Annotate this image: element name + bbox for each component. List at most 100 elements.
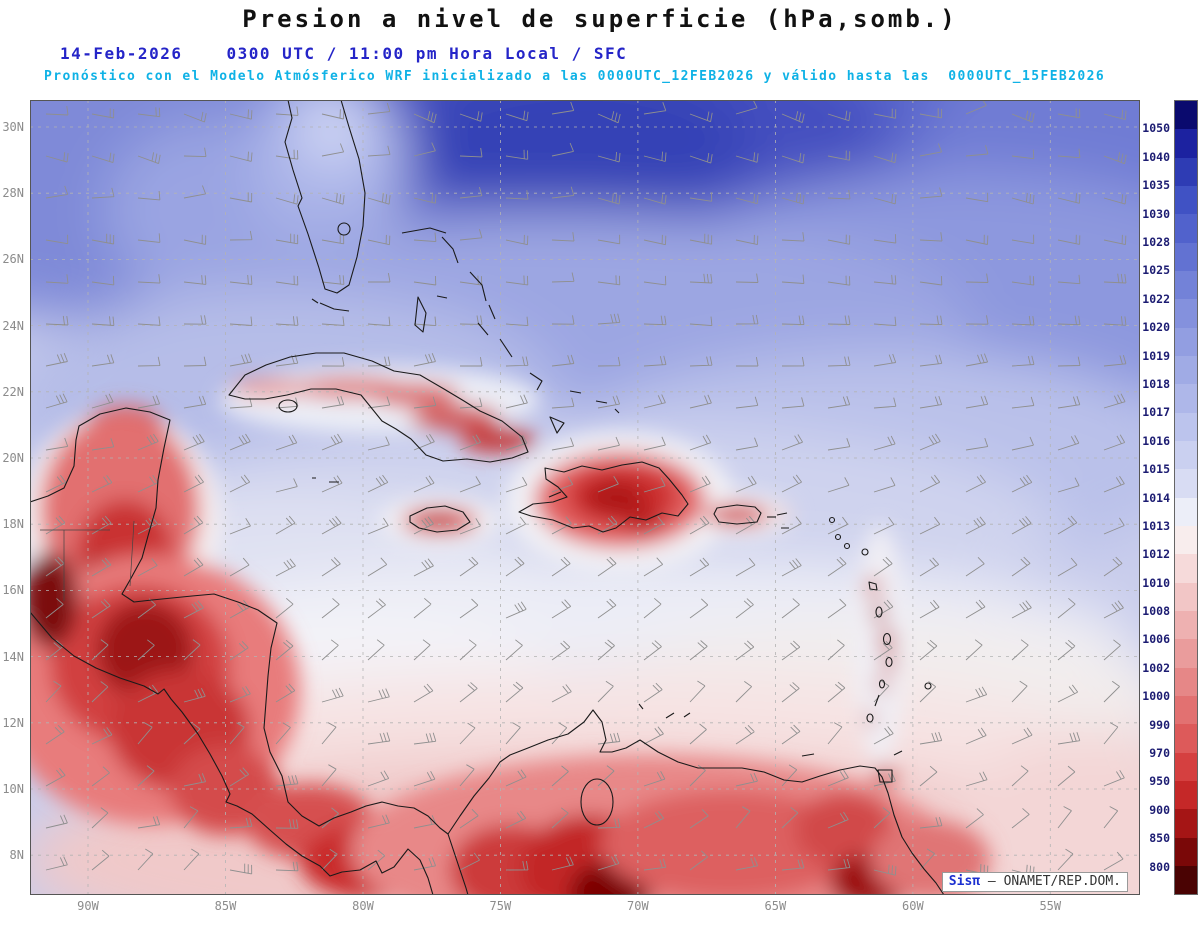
- colorbar-segment: [1175, 752, 1197, 781]
- colorbar-segment: [1175, 639, 1197, 668]
- wind-barb-field: [45, 100, 1127, 877]
- colorbar-segment: [1175, 497, 1197, 526]
- colorbar-tick-label: 900: [1149, 802, 1170, 817]
- colorbar-tick-label: 1040: [1142, 149, 1170, 164]
- barbuda: [834, 533, 842, 541]
- valid-time-line: 14-Feb-2026 0300 UTC / 11:00 pm Hora Loc…: [60, 44, 627, 63]
- valid-time: 0300 UTC / 11:00 pm Hora Local / SFC: [226, 44, 628, 63]
- map-svg: [30, 100, 1140, 895]
- florida-keys: [311, 298, 350, 312]
- lon-tick-label: 90W: [77, 899, 99, 913]
- lat-tick-label: 20N: [2, 451, 24, 465]
- colorbar-tick-label: 850: [1149, 831, 1170, 846]
- watermark-brand: Sisπ: [948, 874, 981, 889]
- grid-lines: [30, 100, 1140, 895]
- colorbar-segment: [1175, 667, 1197, 696]
- colorbar-segment: [1175, 412, 1197, 441]
- colorbar-tick-label: 1014: [1142, 490, 1170, 505]
- lat-tick-label: 8N: [9, 848, 24, 863]
- isla-juventud: [278, 399, 298, 413]
- colorbar-segment: [1175, 157, 1197, 186]
- lat-tick-label: 12N: [2, 715, 24, 730]
- grenada: [866, 713, 874, 723]
- lat-tick-label: 26N: [2, 252, 24, 267]
- dominica: [875, 606, 883, 618]
- coastlines: [30, 100, 945, 895]
- colorbar-tick-label: 1000: [1142, 689, 1170, 704]
- colorbar-segment: [1175, 355, 1197, 385]
- coastline-yucatan-central-america: [30, 407, 469, 895]
- colorbar-segment: [1175, 270, 1197, 300]
- colorbar-segment: [1175, 610, 1197, 640]
- colorbar-tick-label: 970: [1149, 746, 1170, 761]
- watermark: Sisπ – ONAMET/REP.DOM.: [941, 872, 1128, 892]
- colorbar-segment: [1175, 582, 1197, 611]
- pressure-shading: [30, 100, 1140, 895]
- coastline-pacific: [30, 611, 434, 895]
- colorbar-segment: [1175, 440, 1197, 470]
- st-martin: [828, 516, 836, 524]
- margarita: [801, 753, 815, 757]
- colorbar-tick-label: 990: [1149, 717, 1170, 732]
- colorbar-segment: [1175, 780, 1197, 810]
- lon-tick-label: 85W: [214, 899, 237, 913]
- colorbar-labels: 1050 1040 1035 1030 1028 1025 1022 1020 1019 1018…: [1134, 100, 1172, 895]
- watermark-credit: – ONAMET/REP.DOM.: [980, 874, 1121, 889]
- colorbar-segment: [1175, 327, 1197, 356]
- colorbar-segment: [1175, 469, 1197, 498]
- cayman-islands: [312, 477, 339, 483]
- colorbar-segment: [1175, 299, 1197, 328]
- grenadines: [874, 694, 880, 707]
- colorbar-tick-label: 1013: [1142, 518, 1170, 533]
- coastline-colombia-venezuela: [447, 709, 945, 895]
- wind-barbs: [45, 100, 1127, 877]
- bahamas: [401, 227, 620, 434]
- colorbar-segment: [1175, 214, 1197, 243]
- colorbar-tick-label: 1006: [1142, 632, 1170, 647]
- latitude-axis: 30N 28N 26N 24N 22N 20N 18N 16N 14N 12N 10N 8N: [0, 100, 27, 895]
- st-kitts: [843, 542, 851, 550]
- colorbar-tick-label: 1018: [1142, 376, 1170, 391]
- colorbar-tick-label: 1017: [1142, 405, 1170, 420]
- colorbar-tick-label: 1010: [1142, 575, 1170, 590]
- colorbar-tick-label: 1016: [1142, 433, 1170, 448]
- colorbar-tick-label: 800: [1149, 859, 1170, 874]
- colorbar-segment: [1175, 837, 1197, 866]
- guadeloupe: [868, 581, 878, 591]
- tobago: [893, 750, 903, 756]
- colorbar-segment: [1175, 525, 1197, 555]
- colorbar-segment: [1175, 242, 1197, 271]
- lake-maracaibo: [580, 778, 614, 826]
- lat-tick-label: 16N: [2, 583, 24, 598]
- colorbar-segment: [1175, 695, 1197, 725]
- st-lucia: [885, 656, 893, 668]
- lon-tick-label: 80W: [352, 899, 374, 913]
- lon-tick-label: 60W: [902, 899, 924, 913]
- lon-tick-label: 65W: [764, 899, 787, 913]
- map-frame: [30, 100, 1140, 895]
- model-info-line: Pronóstico con el Modelo Atmósferico WRF…: [44, 69, 1106, 84]
- colorbar-segment: [1175, 185, 1197, 215]
- lon-tick-label: 75W: [489, 899, 512, 913]
- colorbar-tick-label: 1035: [1142, 178, 1170, 193]
- antigua: [861, 548, 869, 556]
- lat-tick-label: 28N: [2, 186, 24, 201]
- colorbar-tick-label: 1015: [1142, 462, 1170, 477]
- colorbar-segment: [1175, 865, 1197, 895]
- colorbar-segment: [1175, 809, 1197, 838]
- political-borders: [40, 520, 135, 601]
- coastline-florida: [284, 100, 366, 294]
- colorbar-tick-label: 1050: [1142, 121, 1170, 136]
- colorbar-tick-label: 1002: [1142, 660, 1170, 675]
- barbados: [924, 682, 932, 690]
- colorbar-segment: [1175, 384, 1197, 413]
- martinique: [882, 632, 892, 646]
- colorbar-tick-label: 1030: [1142, 206, 1170, 221]
- lat-tick-label: 14N: [2, 649, 24, 664]
- colorbar-tick-label: 1028: [1142, 234, 1170, 249]
- abc-islands: [638, 703, 691, 719]
- colorbar-tick-label: 1020: [1142, 320, 1170, 335]
- coastline-cuba: [228, 352, 529, 463]
- lat-tick-label: 24N: [2, 318, 24, 333]
